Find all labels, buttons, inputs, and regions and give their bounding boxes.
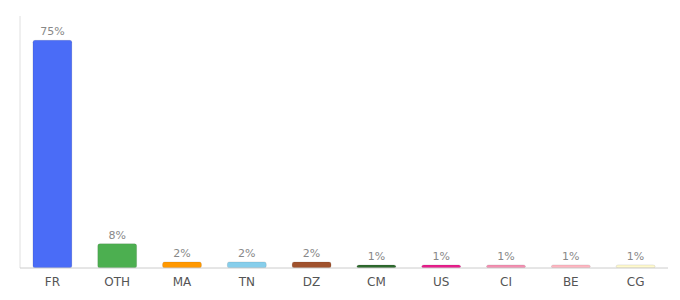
x-ticks: FR OTH MA TN DZ CM US CI BE CG bbox=[45, 275, 645, 289]
bar bbox=[227, 262, 266, 268]
bar bbox=[163, 262, 202, 268]
x-tick-label: BE bbox=[563, 275, 579, 289]
data-label: 1% bbox=[627, 250, 644, 263]
x-tick-label: TN bbox=[238, 275, 255, 289]
x-axis-line bbox=[20, 268, 668, 269]
x-tick-label: CI bbox=[500, 275, 512, 289]
chart-container: 75% 8% 2% 2% 2% 1% 1% 1% 1% 1% FR OTH MA TN DZ CM US CI BE… bbox=[0, 0, 680, 300]
data-label: 2% bbox=[303, 247, 320, 260]
data-label: 75% bbox=[40, 25, 64, 38]
bar bbox=[98, 244, 137, 268]
bar bbox=[292, 262, 331, 268]
y-axis-line bbox=[20, 16, 21, 268]
chart-svg: 75% 8% 2% 2% 2% 1% 1% 1% 1% 1% FR OTH MA TN DZ CM US CI BE… bbox=[0, 0, 680, 300]
x-tick-label: DZ bbox=[303, 275, 320, 289]
data-label: 2% bbox=[238, 247, 255, 260]
data-label: 1% bbox=[497, 250, 514, 263]
data-label: 2% bbox=[173, 247, 190, 260]
data-label: 1% bbox=[368, 250, 385, 263]
data-label: 1% bbox=[432, 250, 449, 263]
x-tick-label: OTH bbox=[104, 275, 130, 289]
bar bbox=[33, 40, 72, 268]
x-tick-label: US bbox=[433, 275, 449, 289]
x-tick-label: MA bbox=[173, 275, 192, 289]
x-tick-label: FR bbox=[45, 275, 60, 289]
data-label: 1% bbox=[562, 250, 579, 263]
data-label: 8% bbox=[108, 229, 125, 242]
x-tick-label: CM bbox=[367, 275, 386, 289]
data-labels: 75% 8% 2% 2% 2% 1% 1% 1% 1% 1% bbox=[40, 25, 644, 263]
x-tick-label: CG bbox=[627, 275, 645, 289]
bars bbox=[33, 40, 655, 268]
